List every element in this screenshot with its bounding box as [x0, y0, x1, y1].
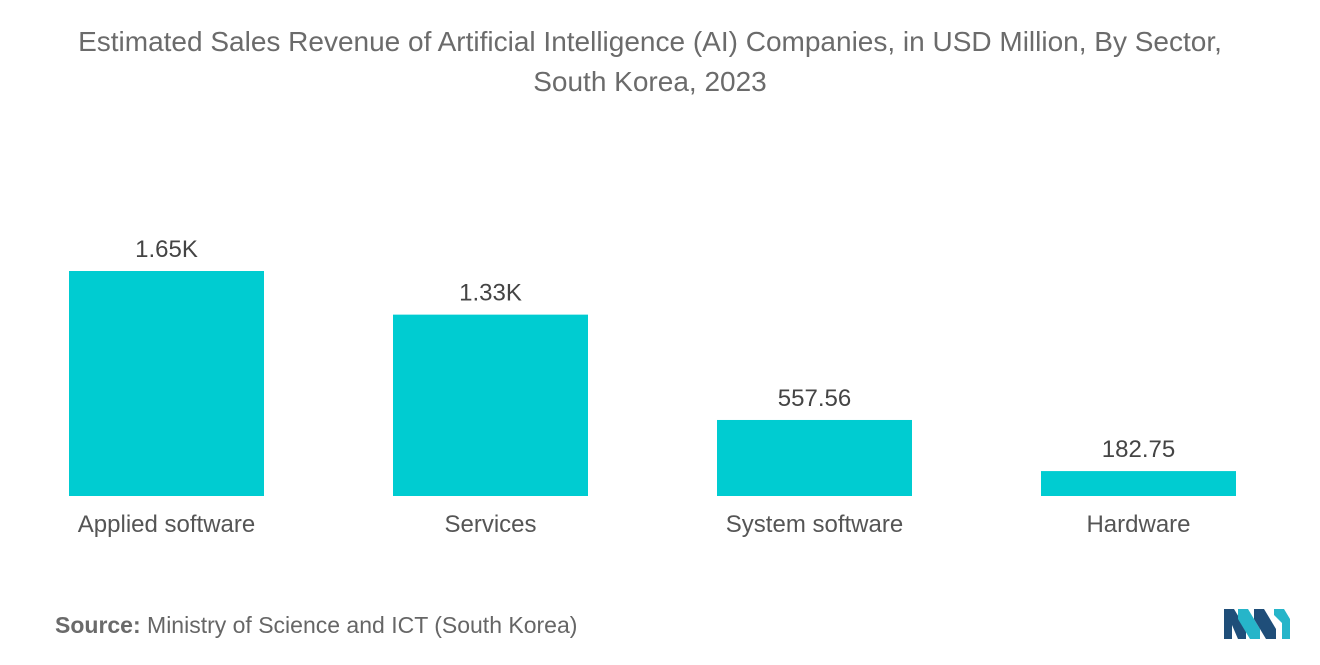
mordor-intelligence-logo-icon	[1224, 609, 1290, 639]
value-labels-group: 1.65K 1.33K 557.56 182.75	[135, 236, 1175, 463]
category-label-services: Services	[444, 511, 536, 538]
value-label-applied-software: 1.65K	[135, 236, 198, 263]
source-text: Ministry of Science and ICT (South Korea…	[147, 612, 578, 638]
bars-group	[69, 271, 1236, 496]
bar-system-software	[717, 419, 912, 496]
chart-title: Estimated Sales Revenue of Artificial In…	[0, 22, 1300, 102]
bar-applied-software	[69, 271, 264, 496]
value-label-hardware: 182.75	[1102, 436, 1175, 463]
value-label-system-software: 557.56	[778, 385, 851, 412]
category-labels-group: Applied software Services System software H…	[78, 511, 1191, 538]
chart-title-line-2: South Korea, 2023	[533, 66, 767, 97]
source-label: Source:	[55, 612, 141, 638]
bar-hardware	[1041, 471, 1236, 496]
value-label-services: 1.33K	[459, 280, 522, 307]
category-label-system-software: System software	[726, 511, 903, 538]
bar-services	[393, 314, 588, 496]
chart-title-line-1: Estimated Sales Revenue of Artificial In…	[78, 26, 1222, 57]
source-note: Source: Ministry of Science and ICT (Sou…	[55, 612, 577, 639]
category-label-hardware: Hardware	[1086, 511, 1190, 538]
category-label-applied-software: Applied software	[78, 511, 255, 538]
